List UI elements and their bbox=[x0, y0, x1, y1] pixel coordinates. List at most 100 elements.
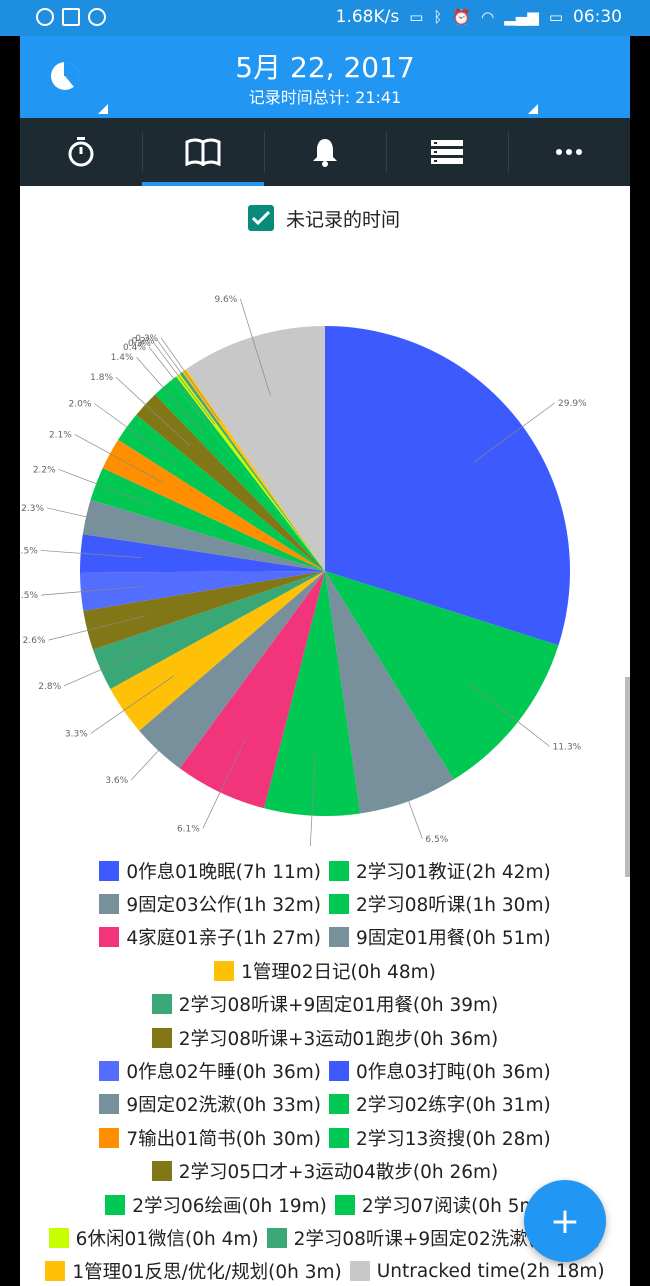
legend-item[interactable]: 9固定03公作(1h 32m) bbox=[99, 891, 321, 917]
legend-item[interactable]: Untracked time(2h 18m) bbox=[349, 1261, 605, 1282]
upload-icon bbox=[36, 8, 54, 26]
tab-reminders[interactable] bbox=[264, 118, 386, 186]
pie-slice[interactable] bbox=[139, 571, 325, 769]
pie-slice[interactable] bbox=[186, 326, 325, 571]
cast-icon: ▭ bbox=[409, 8, 424, 26]
pie-slice[interactable] bbox=[90, 468, 325, 571]
slice-pct-label: 29.9% bbox=[558, 399, 587, 409]
pie-slice[interactable] bbox=[110, 571, 325, 731]
legend-swatch bbox=[99, 860, 120, 881]
pie-slice[interactable] bbox=[325, 326, 570, 646]
leader-line bbox=[136, 356, 204, 434]
pie-chart-icon[interactable] bbox=[50, 61, 80, 91]
legend-label: 2学习08听课(1h 30m) bbox=[356, 895, 551, 917]
pie-slice[interactable] bbox=[325, 571, 559, 780]
scrollbar[interactable] bbox=[625, 677, 630, 877]
legend-row: 4家庭01亲子(1h 27m) 9固定01用餐(0h 51m) bbox=[20, 921, 630, 954]
legend-item[interactable]: 2学习01教证(2h 42m) bbox=[329, 858, 551, 884]
plus-icon: + bbox=[549, 1200, 581, 1242]
legend-item[interactable]: 7输出01简书(0h 30m) bbox=[99, 1125, 321, 1151]
leader-line bbox=[58, 469, 154, 506]
tab-bar bbox=[20, 118, 630, 186]
legend-item[interactable]: 2学习08听课(1h 30m) bbox=[329, 891, 551, 917]
legend-row: 1管理02日记(0h 48m) bbox=[20, 954, 630, 987]
image-icon bbox=[62, 8, 80, 26]
legend-item[interactable]: 2学习08听课+3运动01跑步(0h 36m) bbox=[151, 1025, 499, 1051]
legend-swatch bbox=[329, 1127, 349, 1148]
checkbox-checked-icon[interactable] bbox=[248, 205, 274, 231]
legend-swatch bbox=[334, 1194, 355, 1215]
legend-item[interactable]: 9固定01用餐(0h 51m) bbox=[329, 924, 551, 950]
untracked-time-toggle[interactable]: 未记录的时间 bbox=[248, 204, 400, 232]
wifi-icon: ◠ bbox=[481, 8, 495, 26]
slice-pct-label: 1.8% bbox=[90, 373, 113, 383]
pie-slice[interactable] bbox=[118, 414, 325, 571]
legend-label: 2学习08听课+3运动01跑步(0h 36m) bbox=[178, 1028, 499, 1050]
legend-item[interactable]: 6休闲01微信(0h 4m) bbox=[48, 1225, 259, 1251]
leader-line bbox=[202, 736, 247, 829]
tab-list[interactable] bbox=[386, 118, 508, 186]
legend-item[interactable]: 2学习05口才+3运动04散步(0h 26m) bbox=[151, 1158, 498, 1184]
pie-slice[interactable] bbox=[179, 371, 325, 571]
pie-slice[interactable] bbox=[171, 376, 325, 571]
legend-item[interactable]: 2学习06绘画(0h 19m) bbox=[105, 1192, 327, 1218]
slice-pct-label: 2.6% bbox=[23, 636, 46, 646]
signal-icon: ▂▄▆ bbox=[504, 8, 539, 26]
legend-label: 2学习08听课+9固定02洗漱(0h 3m) bbox=[293, 1228, 602, 1250]
pie-slice[interactable] bbox=[136, 394, 325, 571]
legend-label: 9固定01用餐(0h 51m) bbox=[356, 928, 551, 950]
pie-slice[interactable] bbox=[92, 571, 326, 690]
tab-log[interactable] bbox=[142, 118, 264, 186]
pie-slice[interactable] bbox=[264, 571, 361, 817]
date-selector[interactable]: 5月 22, 2017 bbox=[235, 51, 415, 84]
tab-timer[interactable] bbox=[20, 118, 142, 186]
dropdown-corner-left-icon[interactable] bbox=[98, 104, 108, 114]
pie-slice[interactable] bbox=[182, 369, 325, 571]
legend-label: 2学习08听课+9固定01用餐(0h 39m) bbox=[178, 995, 499, 1017]
legend-item[interactable]: 1管理01反思/优化/规划(0h 3m) bbox=[45, 1258, 342, 1284]
legend-label: 2学习01教证(2h 42m) bbox=[356, 861, 551, 883]
bluetooth-icon: ᛒ bbox=[433, 8, 443, 26]
legend-row: 2学习08听课+3运动01跑步(0h 36m) bbox=[20, 1021, 630, 1054]
legend-swatch bbox=[151, 994, 172, 1015]
pie-slice[interactable] bbox=[325, 571, 454, 814]
legend-item[interactable]: 2学习02练字(0h 31m) bbox=[329, 1091, 551, 1117]
pie-slice[interactable] bbox=[80, 571, 325, 611]
slice-pct-label: 2.3% bbox=[21, 504, 44, 514]
pie-slice[interactable] bbox=[82, 499, 325, 571]
slice-pct-label: 11.3% bbox=[553, 742, 582, 752]
legend-label: 2学习02练字(0h 31m) bbox=[356, 1095, 551, 1117]
legend-label: 0作息02午睡(0h 36m) bbox=[126, 1062, 321, 1084]
pie-slice[interactable] bbox=[83, 571, 325, 650]
leader-line bbox=[469, 683, 550, 747]
legend-item[interactable]: 2学习08听课+9固定01用餐(0h 39m) bbox=[151, 991, 499, 1017]
legend-item[interactable]: 2学习07阅读(0h 5m) bbox=[334, 1192, 545, 1218]
legend-item[interactable]: 2学习13资搜(0h 28m) bbox=[329, 1125, 551, 1151]
pie-slice[interactable] bbox=[155, 380, 325, 571]
pie-slice[interactable] bbox=[179, 571, 325, 809]
legend-item[interactable]: 0作息02午睡(0h 36m) bbox=[99, 1058, 321, 1084]
legend-swatch bbox=[99, 894, 120, 915]
legend-label: 7输出01简书(0h 30m) bbox=[126, 1128, 321, 1150]
pie-slice[interactable] bbox=[79, 534, 325, 573]
slice-pct-label: 2.2% bbox=[33, 465, 56, 475]
book-icon bbox=[185, 138, 221, 166]
legend-item[interactable]: 2学习08听课+9固定02洗漱(0h 3m) bbox=[266, 1225, 602, 1251]
legend-item[interactable]: 0作息03打盹(0h 36m) bbox=[329, 1058, 551, 1084]
dropdown-corner-right-icon[interactable] bbox=[528, 104, 538, 114]
pie-slice[interactable] bbox=[102, 439, 325, 571]
legend-item[interactable]: 1管理02日记(0h 48m) bbox=[214, 958, 436, 984]
tab-more[interactable] bbox=[508, 118, 630, 186]
list-icon bbox=[431, 140, 463, 164]
legend-item[interactable]: 9固定02洗漱(0h 33m) bbox=[99, 1091, 321, 1117]
add-record-button[interactable]: + bbox=[524, 1180, 606, 1262]
legend-row: 2学习08听课+9固定01用餐(0h 39m) bbox=[20, 988, 630, 1021]
legend-item[interactable]: 0作息01晚眠(7h 11m) bbox=[99, 858, 321, 884]
slice-pct-label: 3.6% bbox=[105, 776, 128, 786]
pie-chart: 29.9%11.3%6.5%6.3%6.1%3.6%3.3%2.8%2.6%2.… bbox=[20, 295, 587, 846]
pie-slice[interactable] bbox=[176, 373, 325, 571]
legend-label: 4家庭01亲子(1h 27m) bbox=[126, 928, 321, 950]
legend-item[interactable]: 4家庭01亲子(1h 27m) bbox=[99, 924, 321, 950]
more-icon bbox=[556, 149, 582, 155]
slice-pct-label: 2.5% bbox=[20, 546, 38, 556]
